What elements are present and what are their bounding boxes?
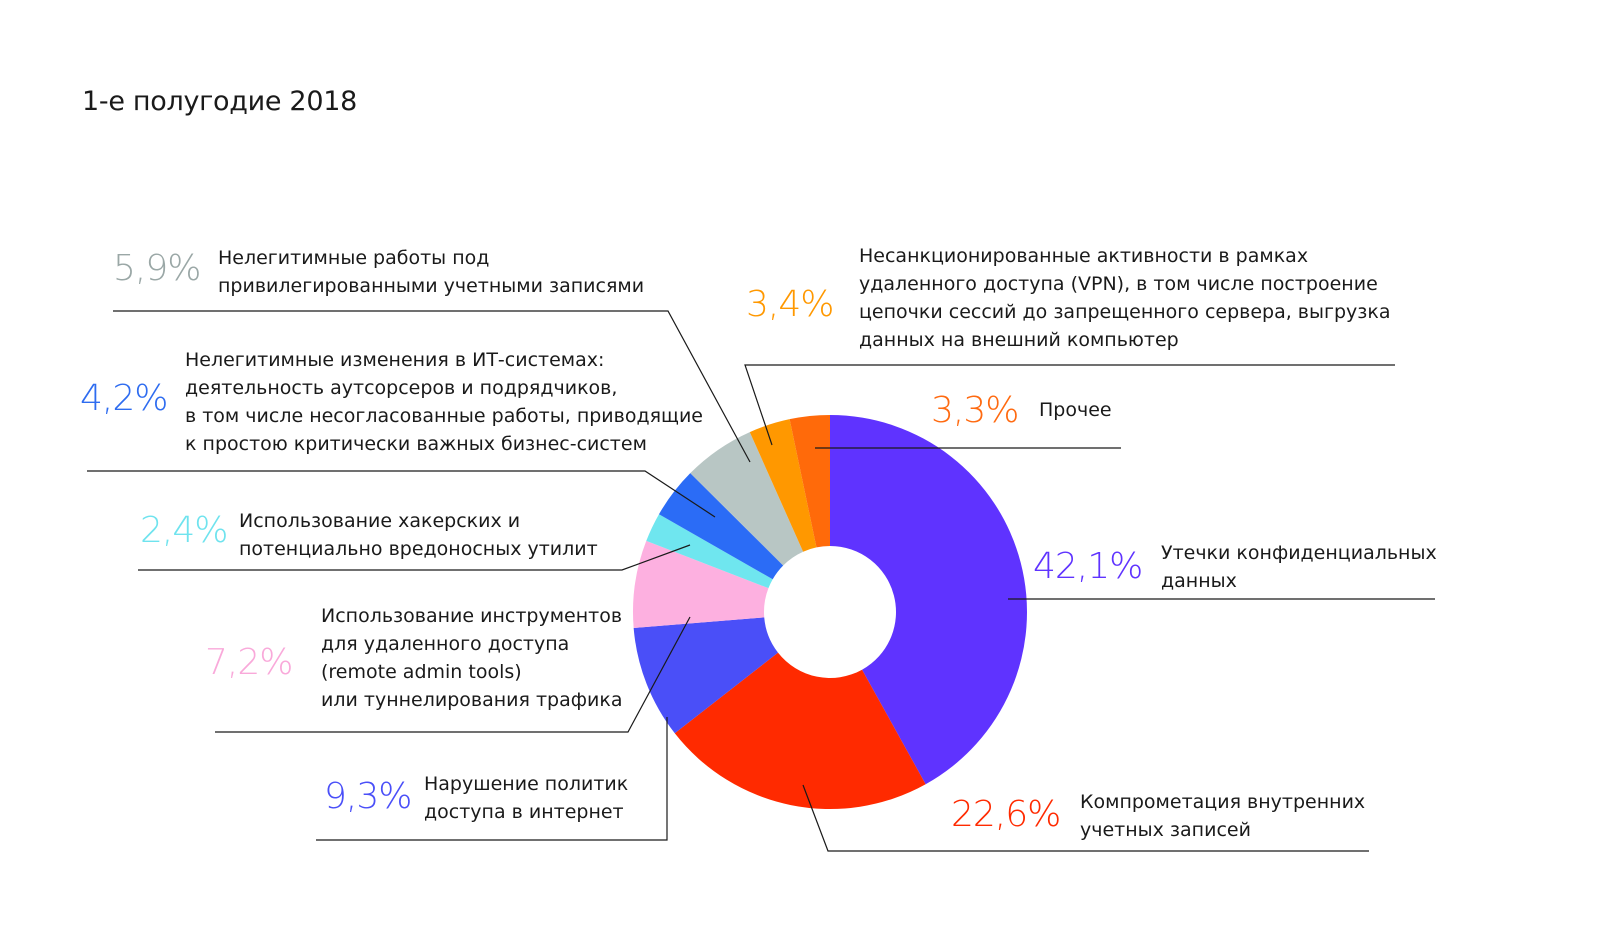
- donut-slice-3: [633, 540, 769, 629]
- donut-slice-5: [658, 473, 784, 580]
- desc-line: учетных записей: [1080, 819, 1251, 841]
- desc-line: Использование хакерских и: [239, 510, 521, 532]
- pct-label-it-changes: 4,2%: [80, 378, 168, 419]
- leader-line-hacker-tools: [138, 544, 691, 571]
- donut-slice-2: [633, 617, 778, 734]
- pct-label-privileged: 5,9%: [113, 248, 201, 289]
- pct-label-hacker-tools: 2,4%: [140, 510, 228, 551]
- pct-label-other: 3,3%: [931, 390, 1019, 431]
- leader-line-privileged: [113, 310, 751, 463]
- desc-line: цепочки сессий до запрещенного сервера, …: [859, 301, 1391, 323]
- desc-label-it-changes: Нелегитимные изменения в ИТ-системах: де…: [185, 346, 703, 458]
- leader-line-remote-tools: [215, 616, 691, 733]
- desc-line: для удаленного доступа: [321, 633, 570, 655]
- donut-slice-0: [830, 415, 1028, 785]
- desc-line: доступа в интернет: [424, 801, 624, 823]
- desc-line: к простою критически важных бизнес-систе…: [185, 433, 647, 455]
- chart-title: 1-е полугодие 2018: [82, 86, 357, 117]
- desc-label-remote-tools: Использование инструментов для удаленног…: [321, 602, 622, 714]
- desc-label-leaks: Утечки конфиденциальных данных: [1161, 539, 1437, 595]
- pct-label-vpn: 3,4%: [746, 284, 834, 325]
- desc-line: данных: [1161, 570, 1237, 592]
- pct-label-leaks: 42,1%: [1033, 546, 1143, 587]
- donut-slice-1: [674, 652, 926, 810]
- desc-line: Прочее: [1039, 399, 1112, 421]
- leader-line-internet-policy: [316, 717, 668, 841]
- donut-slice-4: [646, 514, 773, 589]
- desc-line: привилегированными учетными записями: [218, 275, 645, 297]
- desc-line: Нелегитимные изменения в ИТ-системах:: [185, 349, 605, 371]
- desc-label-vpn: Несанкционированные активности в рамках …: [859, 242, 1391, 354]
- desc-line: Компрометация внутренних: [1080, 791, 1366, 813]
- desc-label-privileged: Нелегитимные работы под привилегированны…: [218, 244, 644, 300]
- pct-label-compromise: 22,6%: [951, 794, 1061, 835]
- desc-label-compromise: Компрометация внутренних учетных записей: [1080, 788, 1365, 844]
- leader-line-compromise: [802, 784, 1369, 852]
- desc-line: или туннелирования трафика: [321, 689, 623, 711]
- desc-line: данных на внешний компьютер: [859, 329, 1179, 351]
- desc-line: (remote admin tools): [321, 661, 522, 683]
- desc-line: Использование инструментов: [321, 605, 623, 627]
- donut-slice-7: [749, 419, 817, 552]
- desc-label-hacker-tools: Использование хакерских и потенциально в…: [239, 507, 598, 563]
- desc-label-internet-policy: Нарушение политик доступа в интернет: [424, 770, 628, 826]
- pct-label-internet-policy: 9,3%: [324, 776, 412, 817]
- desc-line: Несанкционированные активности в рамках: [859, 245, 1309, 267]
- leader-line-it-changes: [87, 470, 716, 518]
- pct-label-remote-tools: 7,2%: [205, 642, 293, 683]
- desc-line: Нелегитимные работы под: [218, 247, 490, 269]
- leader-line-vpn: [744, 364, 1395, 446]
- donut-slice-6: [690, 432, 804, 566]
- desc-line: Утечки конфиденциальных: [1161, 542, 1437, 564]
- desc-label-other: Прочее: [1039, 396, 1112, 424]
- desc-line: в том числе несогласованные работы, прив…: [185, 405, 703, 427]
- desc-line: Нарушение политик: [424, 773, 629, 795]
- desc-line: удаленного доступа (VPN), в том числе по…: [859, 273, 1378, 295]
- desc-line: деятельность аутсорсеров и подрядчиков,: [185, 377, 618, 399]
- desc-line: потенциально вредоносных утилит: [239, 538, 598, 560]
